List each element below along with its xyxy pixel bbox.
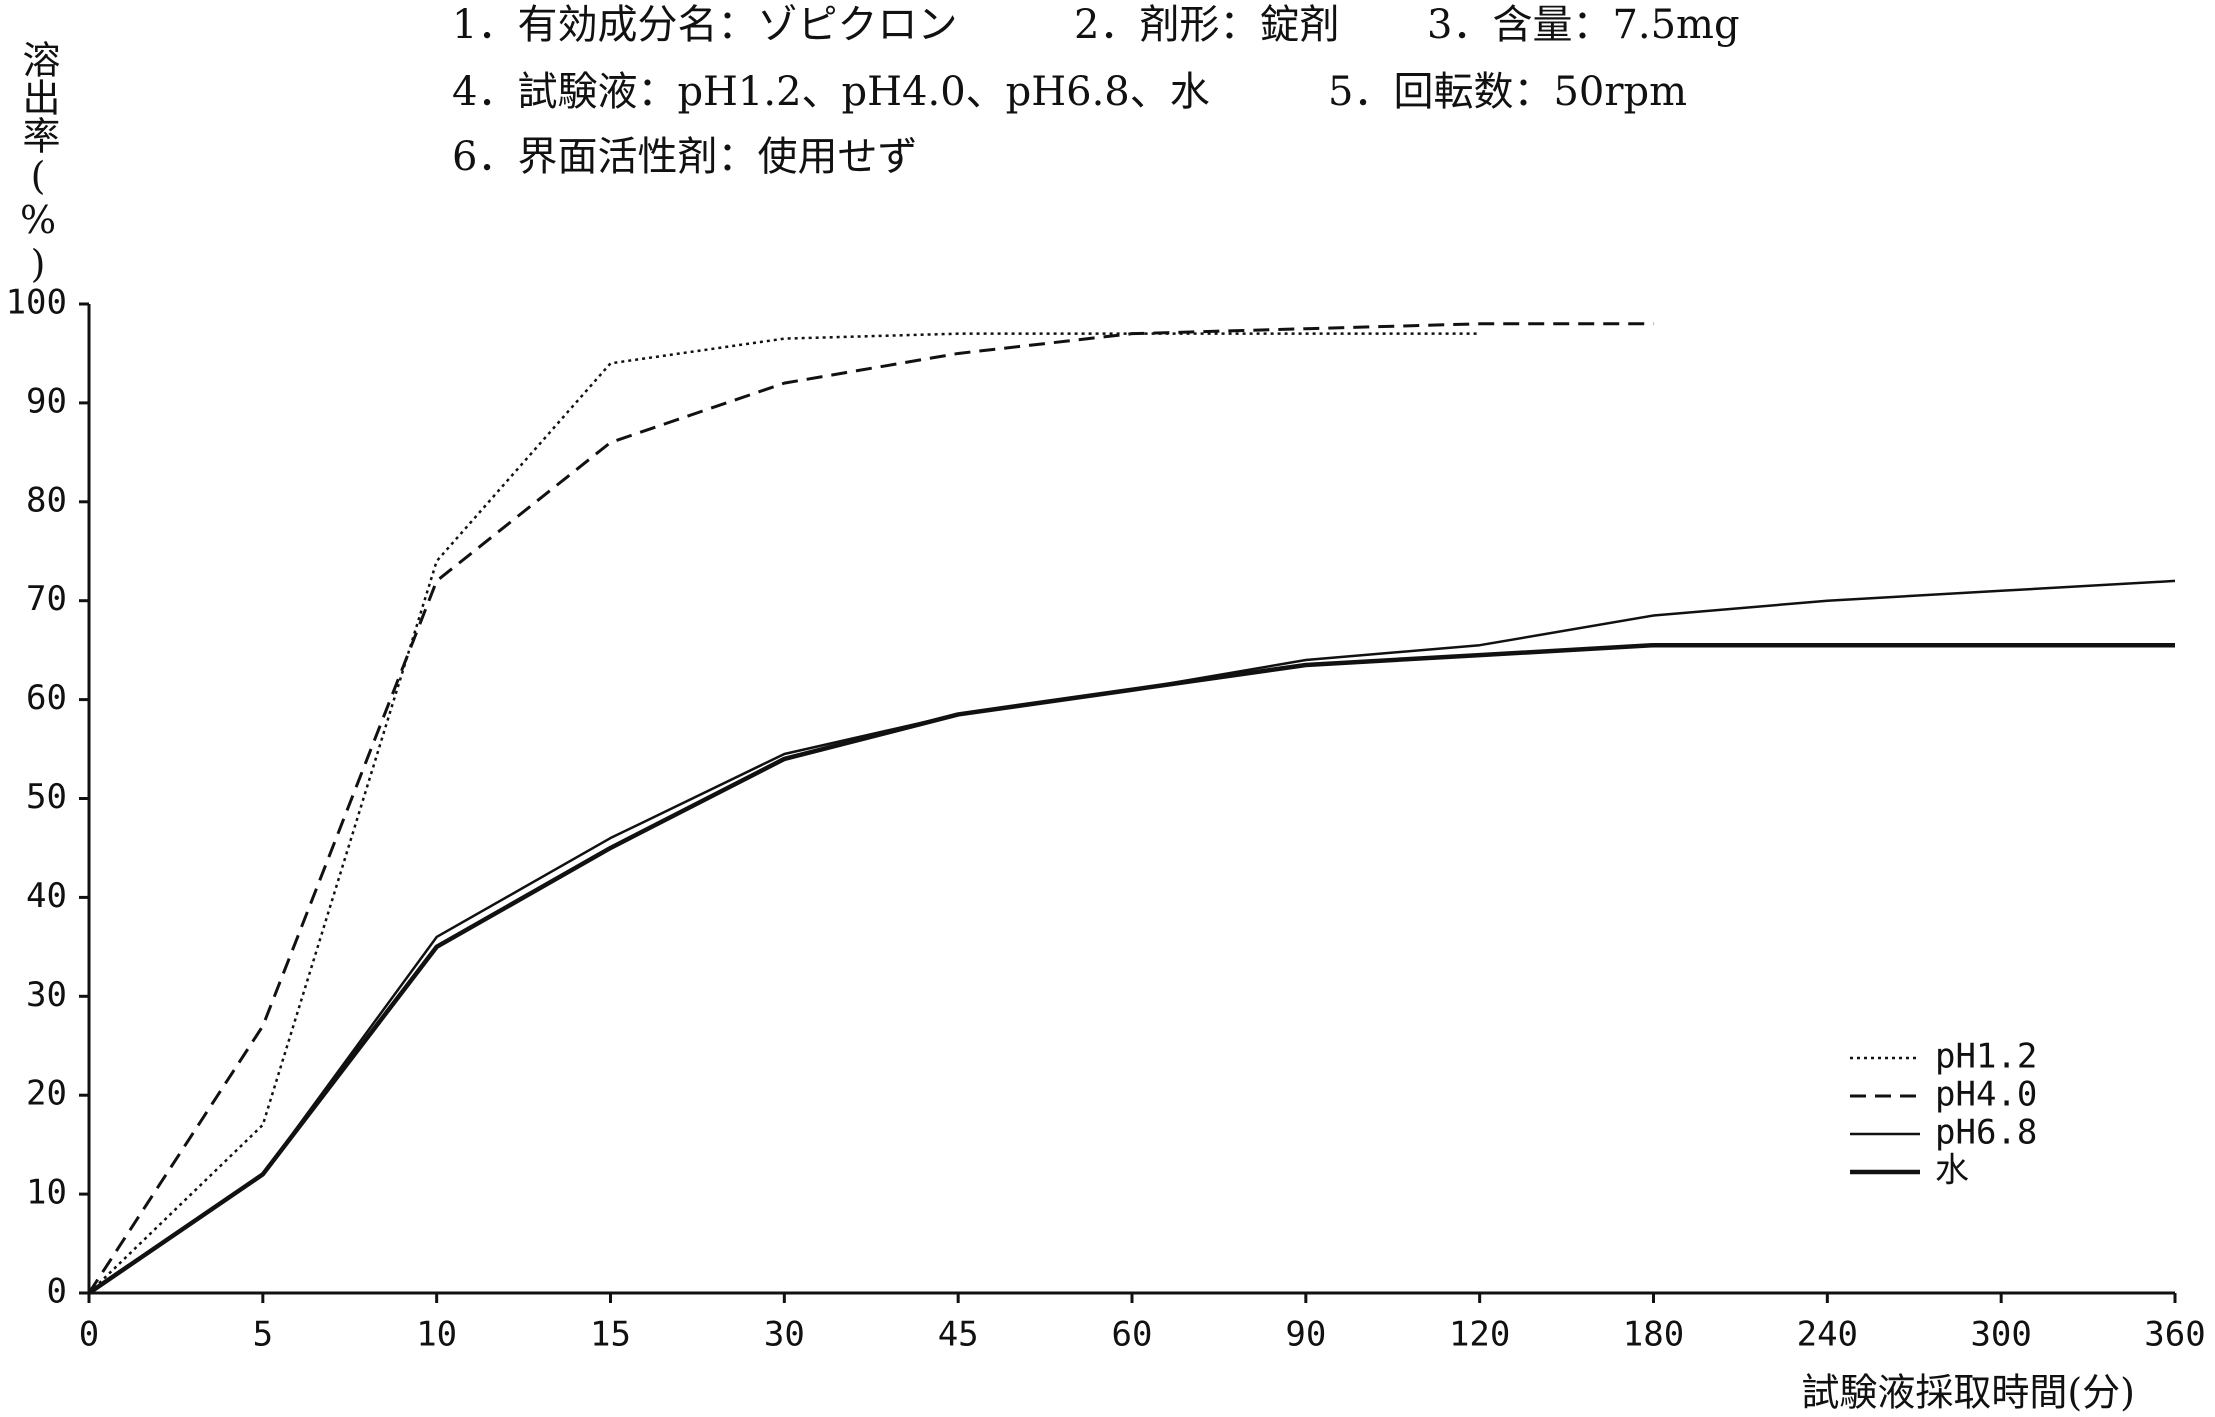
subtitle: 5．回転数：50rpm	[1328, 69, 1687, 115]
series-line	[87, 642, 2175, 1295]
y-tick-label: 70	[26, 579, 67, 619]
y-tick-label: 80	[26, 480, 67, 520]
x-tick-label: 300	[1970, 1315, 2031, 1355]
y-tick-label: 50	[26, 777, 67, 817]
y-tick-label: 0	[47, 1272, 67, 1312]
x-tick-label: 180	[1623, 1315, 1684, 1355]
legend-label: pH1.2	[1935, 1037, 2037, 1077]
y-tick-label: 60	[26, 678, 67, 718]
subtitle: 3．含量：7.5mg	[1427, 2, 1740, 48]
legend-label: pH4.0	[1935, 1075, 2037, 1115]
x-tick-label: 240	[1797, 1315, 1858, 1355]
y-tick-label: 40	[26, 876, 67, 916]
y-tick-label: 100	[6, 283, 67, 323]
x-tick-label: 15	[590, 1315, 631, 1355]
x-tick-label: 5	[253, 1315, 273, 1355]
series-line	[87, 322, 1654, 1294]
x-tick-label: 60	[1112, 1315, 1153, 1355]
x-tick-label: 360	[2144, 1315, 2205, 1355]
x-tick-label: 90	[1285, 1315, 1326, 1355]
subtitle: 6．界面活性剤：使用せず	[452, 134, 917, 180]
subtitle: 4．試験液：pH1.2、pH4.0、pH6.8、水	[452, 69, 1210, 115]
x-tick-label: 0	[79, 1315, 99, 1355]
y-axis-label: 溶出率(%)	[16, 40, 60, 286]
legend-label: pH6.8	[1935, 1113, 2037, 1153]
x-tick-label: 30	[764, 1315, 805, 1355]
y-tick-label: 30	[26, 975, 67, 1015]
subtitle: 2．剤形：錠剤	[1074, 2, 1339, 48]
legend-label: 水	[1935, 1151, 1969, 1191]
subtitle: 1．有効成分名：ゾピクロン	[452, 2, 957, 48]
x-tick-label: 120	[1449, 1315, 1510, 1355]
x-axis-label: 試験液採取時間(分)	[1801, 1371, 2135, 1415]
x-tick-label: 10	[416, 1315, 457, 1355]
y-tick-label: 20	[26, 1074, 67, 1114]
series-line	[88, 332, 1480, 1294]
y-tick-label: 90	[26, 381, 67, 421]
y-tick-label: 10	[26, 1173, 67, 1213]
x-tick-label: 45	[938, 1315, 979, 1355]
